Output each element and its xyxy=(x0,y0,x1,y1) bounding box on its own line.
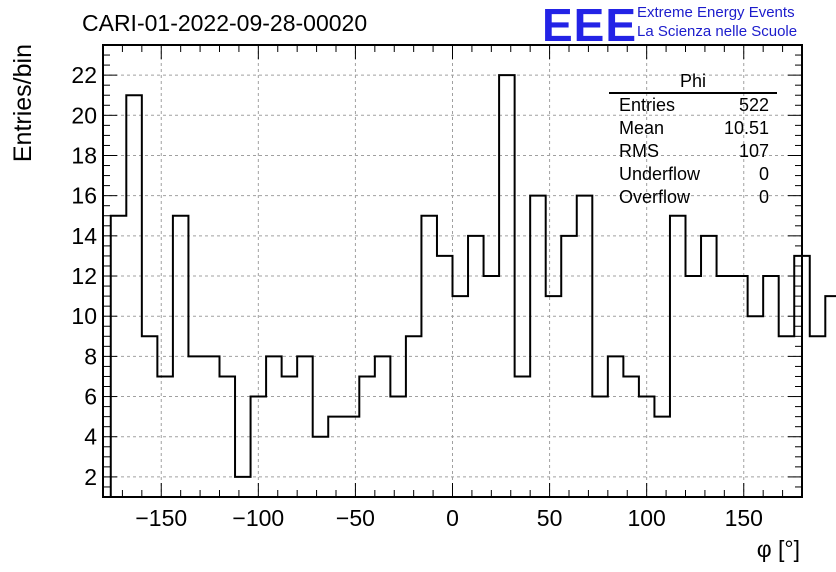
y-axis-ticks: 2 4 6 8 10 12 14 16 18 20 22 xyxy=(71,44,802,498)
stats-value: 0 xyxy=(758,187,769,207)
stats-row-overflow: Overflow 0 xyxy=(609,186,777,209)
y-tick-label: 18 xyxy=(71,142,97,168)
y-tick-label: 22 xyxy=(71,62,97,88)
y-tick-label: 6 xyxy=(84,384,97,410)
y-tick-label: 12 xyxy=(71,263,97,289)
stats-label: Underflow xyxy=(619,164,701,184)
stats-value: 522 xyxy=(738,95,769,115)
stats-value: 10.51 xyxy=(723,118,769,138)
x-tick-label: 150 xyxy=(725,505,763,531)
y-tick-label: 20 xyxy=(71,102,97,128)
y-axis-label: Entries/bin xyxy=(9,44,37,162)
y-tick-label: 2 xyxy=(84,464,97,490)
stats-value: 0 xyxy=(758,164,769,184)
stats-label: RMS xyxy=(619,141,659,161)
y-tick-label: 10 xyxy=(71,303,97,329)
stats-row-rms: RMS 107 xyxy=(609,140,777,163)
y-tick-label: 14 xyxy=(71,223,97,249)
stats-label: Overflow xyxy=(619,187,691,207)
x-axis-ticks: −150 −100 −50 0 50 100 150 xyxy=(102,45,803,531)
x-tick-label: 0 xyxy=(446,505,459,531)
histogram-outline xyxy=(109,74,836,497)
eee-logo: EEE xyxy=(542,0,638,51)
stats-box: Phi Entries 522 Mean 10.51 RMS 107 Under… xyxy=(609,70,777,209)
x-tick-label: 50 xyxy=(537,505,563,531)
stats-label: Entries xyxy=(619,95,676,115)
y-tick-label: 4 xyxy=(84,424,97,450)
stats-title: Phi xyxy=(609,70,777,94)
stats-value: 107 xyxy=(738,141,769,161)
x-axis-label: φ [°] xyxy=(757,536,800,562)
stats-label: Mean xyxy=(619,118,665,138)
x-tick-label: 100 xyxy=(627,505,665,531)
y-tick-label: 8 xyxy=(84,343,97,369)
x-tick-label: −150 xyxy=(135,505,187,531)
y-tick-label: 16 xyxy=(71,183,97,209)
stats-row-underflow: Underflow 0 xyxy=(609,163,777,186)
logo-tagline-1: Extreme Energy Events xyxy=(637,4,795,21)
x-tick-label: −100 xyxy=(232,505,284,531)
x-tick-label: −50 xyxy=(336,505,375,531)
stats-row-entries: Entries 522 xyxy=(609,94,777,117)
logo-tagline-2: La Scienza nelle Scuole xyxy=(637,23,798,40)
stats-row-mean: Mean 10.51 xyxy=(609,117,777,140)
run-title: CARI-01-2022-09-28-00020 xyxy=(82,10,368,36)
